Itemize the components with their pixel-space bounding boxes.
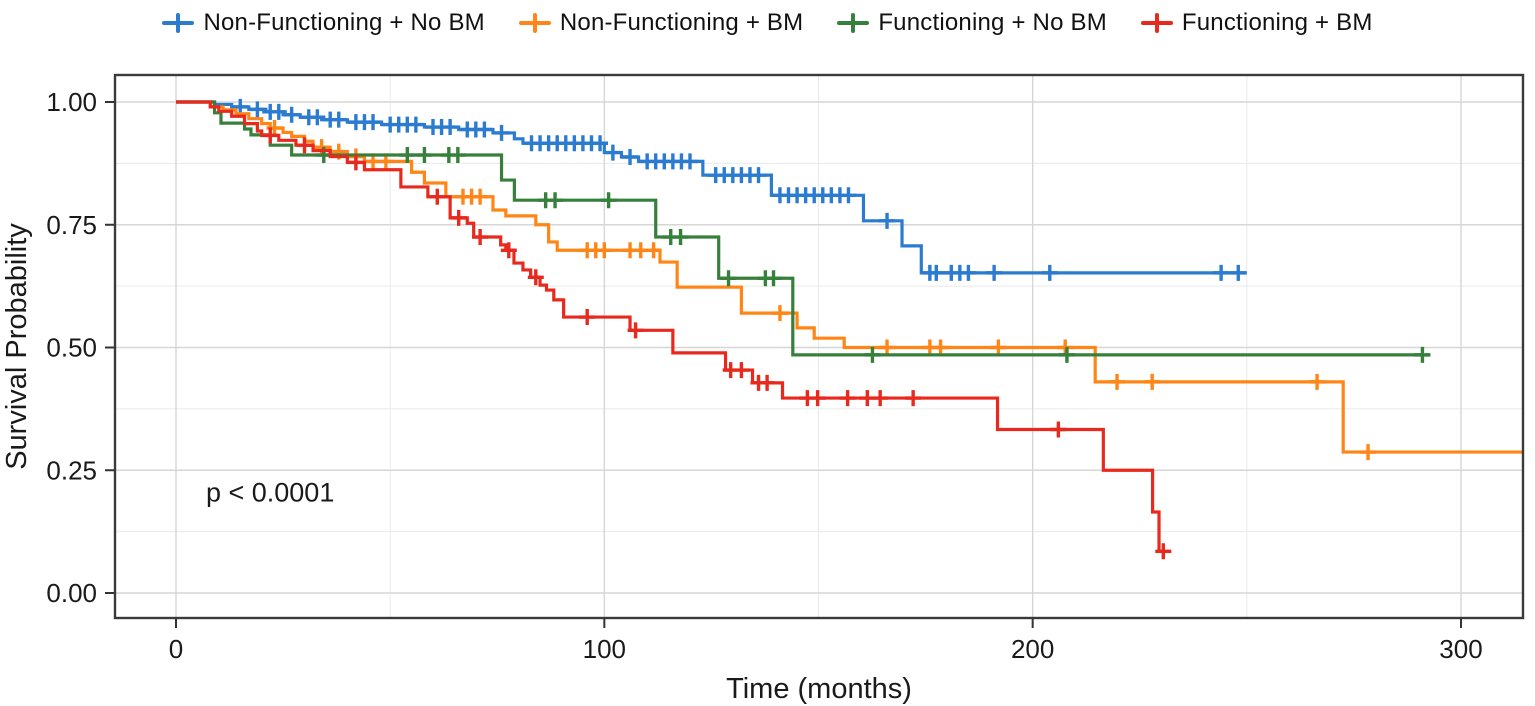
survival-curve-functioning-no-bm [176,100,1431,363]
grid [115,75,1523,618]
legend-item-functioning-no-bm: Functioning + No BM [837,9,1107,37]
censor-plus-icon [837,12,870,34]
survival-curve-functioning-bm [176,100,1172,560]
p-value-annotation: p < 0.0001 [206,477,334,507]
x-axis-tick-label: 0 [169,634,183,664]
legend-label: Non-Functioning + No BM [203,9,485,36]
y-axis-tick-label: 0.00 [46,578,97,608]
legend-label: Non-Functioning + BM [559,9,804,36]
censor-plus-icon [518,12,551,34]
survival-curve-non-functioning-no-bm [176,98,1247,281]
legend-label: Functioning + No BM [878,9,1107,36]
y-axis-title: Survival Probability [1,223,33,470]
y-axis-tick-label: 1.00 [46,87,97,117]
censor-plus-icon [1140,12,1173,34]
x-axis-title: Time (months) [726,673,912,705]
legend-label: Functioning + BM [1181,9,1373,36]
y-axis-tick-label: 0.25 [46,455,97,485]
x-axis-tick-label: 300 [1439,634,1482,664]
x-axis-tick-label: 100 [583,634,626,664]
legend: Non-Functioning + No BM Non-Functioning … [0,0,1535,46]
panel-border [113,73,1525,620]
censor-marks [266,120,1377,461]
legend-item-non-functioning-no-bm: Non-Functioning + No BM [162,9,485,37]
y-axis-tick-label: 0.75 [46,210,97,240]
censor-plus-icon [162,12,195,34]
x-axis-tick-label: 200 [1011,634,1054,664]
axes: 0 100 200 300 0.00 0.25 0.50 0.75 1.00 Time (mont… [1,87,1483,705]
censor-marks [262,127,1172,560]
censor-marks [232,98,1247,281]
survival-curve-non-functioning-bm [176,100,1524,461]
censor-marks [315,147,1431,363]
survival-chart: 0 100 200 300 0.00 0.25 0.50 0.75 1.00 Time (mont… [1,73,1525,705]
y-axis-tick-label: 0.50 [46,333,97,363]
legend-item-non-functioning-bm: Non-Functioning + BM [518,9,804,37]
legend-item-functioning-bm: Functioning + BM [1140,9,1373,37]
